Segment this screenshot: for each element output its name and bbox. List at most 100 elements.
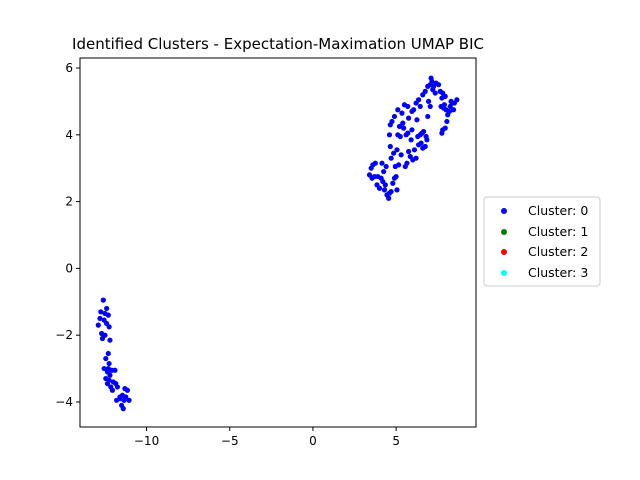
scatter-point-cluster-0 bbox=[104, 380, 111, 387]
y-tick-label: 0 bbox=[65, 261, 73, 275]
scatter-point-cluster-0 bbox=[428, 75, 434, 81]
scatter-point-cluster-0 bbox=[411, 107, 417, 113]
y-tick-label: −2 bbox=[55, 328, 73, 342]
scatter-point-cluster-0 bbox=[383, 163, 389, 170]
scatter-point-cluster-0 bbox=[395, 107, 401, 113]
scatter-point-cluster-0 bbox=[450, 107, 457, 113]
x-tick-label: −5 bbox=[221, 434, 239, 448]
scatter-point-cluster-0 bbox=[444, 118, 450, 125]
scatter-point-cluster-0 bbox=[121, 397, 127, 403]
scatter-point-cluster-0 bbox=[386, 132, 393, 138]
scatter-point-cluster-0 bbox=[414, 117, 420, 123]
scatter-point-cluster-0 bbox=[112, 367, 118, 373]
x-tick-label: 5 bbox=[392, 434, 400, 448]
scatter-point-cluster-0 bbox=[389, 118, 395, 125]
scatter-point-cluster-0 bbox=[375, 173, 381, 180]
scatter-point-cluster-0 bbox=[107, 337, 113, 343]
scatter-point-cluster-0 bbox=[420, 128, 427, 135]
scatter-point-cluster-0 bbox=[382, 182, 388, 188]
scatter-point-cluster-0 bbox=[406, 115, 412, 121]
scatter-point-cluster-0 bbox=[393, 173, 399, 180]
legend-marker-cluster-3 bbox=[501, 270, 507, 276]
scatter-point-cluster-0 bbox=[394, 147, 400, 153]
scatter-point-cluster-0 bbox=[399, 110, 405, 116]
x-axis: −10 −5 0 5 bbox=[134, 427, 400, 448]
scatter-point-cluster-0 bbox=[416, 97, 422, 103]
legend-label-cluster-1: Cluster: 1 bbox=[528, 224, 588, 239]
scatter-point-cluster-0 bbox=[405, 130, 411, 136]
scatter-point-cluster-0 bbox=[401, 125, 407, 131]
legend-label-cluster-0: Cluster: 0 bbox=[528, 203, 588, 218]
y-tick-label: 4 bbox=[65, 128, 73, 142]
scatter-point-cluster-0 bbox=[120, 406, 126, 412]
scatter-point-cluster-0 bbox=[390, 180, 396, 186]
legend-marker-cluster-1 bbox=[501, 229, 507, 235]
scatter-point-cluster-0 bbox=[391, 113, 398, 120]
scatter-point-cluster-0 bbox=[445, 112, 451, 118]
scatter-point-cluster-0 bbox=[398, 152, 404, 158]
scatter-point-cluster-0 bbox=[97, 315, 103, 322]
scatter-point-cluster-0 bbox=[411, 147, 418, 153]
scatter-point-cluster-0 bbox=[106, 360, 112, 367]
scatter-point-cluster-0 bbox=[417, 103, 423, 110]
legend-box bbox=[483, 196, 601, 287]
scatter-point-cluster-0 bbox=[105, 312, 111, 318]
scatter-point-cluster-0 bbox=[400, 120, 406, 126]
legend: Cluster: 0 Cluster: 1 Cluster: 2 Cluster… bbox=[483, 196, 601, 287]
plot-frame bbox=[79, 57, 477, 428]
scatter-point-cluster-0 bbox=[100, 297, 106, 303]
scatter-point-cluster-0 bbox=[413, 155, 419, 161]
legend-marker-cluster-0 bbox=[501, 208, 507, 214]
y-tick-label: −4 bbox=[55, 395, 73, 409]
scatter-point-cluster-0 bbox=[439, 95, 445, 101]
chart-title: Identified Clusters - Expectation-Maxima… bbox=[72, 35, 484, 53]
scatter-point-cluster-0 bbox=[388, 155, 394, 161]
scatter-point-cluster-0 bbox=[376, 185, 383, 191]
y-axis: −4 −2 0 2 4 6 bbox=[55, 61, 80, 409]
scatter-point-cluster-0 bbox=[379, 160, 385, 166]
scatter-point-cluster-0 bbox=[404, 160, 410, 166]
y-tick-label: 6 bbox=[65, 61, 73, 75]
scatter-point-cluster-0 bbox=[425, 113, 431, 120]
scatter-point-cluster-0 bbox=[423, 133, 429, 140]
scatter-point-cluster-0 bbox=[106, 324, 112, 330]
scatter-point-cluster-0 bbox=[105, 350, 111, 357]
scatter-point-cluster-0 bbox=[109, 387, 116, 393]
scatter-point-cluster-0 bbox=[98, 309, 104, 315]
scatter-point-cluster-0 bbox=[441, 102, 447, 108]
scatter-point-cluster-0 bbox=[425, 98, 432, 105]
scatter-point-cluster-0 bbox=[406, 148, 412, 155]
scatter-point-cluster-0 bbox=[417, 132, 423, 138]
scatter-point-cluster-0 bbox=[394, 187, 400, 193]
scatter-point-cluster-0 bbox=[391, 150, 397, 156]
scatter-point-cluster-0 bbox=[405, 103, 411, 110]
scatter-point-cluster-0 bbox=[117, 396, 123, 402]
scatter-point-cluster-0 bbox=[427, 103, 433, 110]
scatter-point-cluster-0 bbox=[442, 125, 448, 131]
scatter-point-cluster-0 bbox=[381, 187, 388, 193]
scatter-point-cluster-0 bbox=[105, 365, 111, 372]
scatter-point-cluster-0 bbox=[387, 143, 393, 150]
scatter-point-cluster-0 bbox=[381, 168, 387, 175]
scatter-point-cluster-0 bbox=[430, 87, 436, 93]
scatter-point-cluster-0 bbox=[396, 123, 403, 130]
scatter-point-cluster-0 bbox=[101, 365, 107, 372]
scatter-point-cluster-0 bbox=[104, 305, 110, 312]
x-tick-label: −10 bbox=[134, 434, 159, 448]
scatter-point-cluster-0 bbox=[397, 133, 403, 140]
scatter-point-cluster-0 bbox=[99, 335, 106, 342]
scatter-point-cluster-0 bbox=[422, 88, 428, 94]
scatter-point-cluster-0 bbox=[95, 322, 101, 328]
scatter-point-cluster-0 bbox=[126, 397, 132, 403]
scatter-point-cluster-0 bbox=[409, 127, 415, 133]
y-tick-label: 2 bbox=[65, 195, 73, 209]
points-layer bbox=[95, 75, 460, 412]
legend-marker-cluster-2 bbox=[501, 249, 507, 255]
scatter-point-cluster-0 bbox=[388, 188, 394, 195]
scatter-point-cluster-0 bbox=[396, 162, 402, 168]
scatter-point-cluster-0 bbox=[408, 137, 414, 143]
legend-label-cluster-2: Cluster: 2 bbox=[528, 244, 588, 259]
scatter-point-cluster-0 bbox=[439, 130, 445, 136]
scatter-point-cluster-0 bbox=[454, 97, 460, 103]
